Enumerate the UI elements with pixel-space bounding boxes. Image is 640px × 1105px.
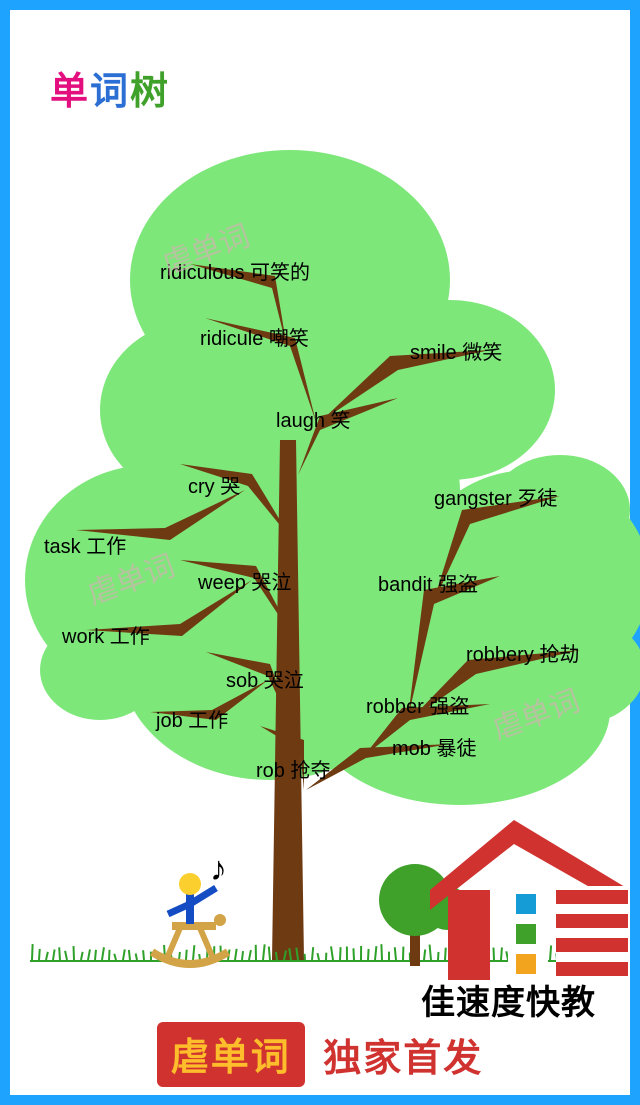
word-cry: cry 哭: [188, 470, 240, 499]
illustration-stage: [20, 20, 640, 1105]
word-robber: robber 强盗: [366, 690, 469, 719]
house-logo: [430, 820, 630, 980]
word-bandit: bandit 强盗: [378, 568, 478, 597]
word-mob: mob 暴徒: [392, 732, 476, 761]
word-task: task 工作: [44, 530, 126, 559]
word-rob: rob 抢夺: [256, 754, 330, 783]
word-ridiculous: ridiculous 可笑的: [160, 256, 310, 285]
word-work: work 工作: [62, 620, 150, 649]
word-sob: sob 哭泣: [226, 664, 304, 693]
word-job: job 工作: [156, 704, 228, 733]
poster-frame: 单词树 ridiculous 可笑的ridicule 嘲笑smile 微笑lau…: [0, 0, 640, 1105]
word-robbery: robbery 抢劫: [466, 638, 579, 667]
word-weep: weep 哭泣: [198, 566, 291, 595]
footer-rest: 独家首发: [323, 1027, 483, 1082]
word-smile: smile 微笑: [410, 336, 502, 365]
footer-badge: 虐单词: [157, 1022, 305, 1087]
word-gangster: gangster 歹徒: [434, 482, 557, 511]
word-ridicule: ridicule 嘲笑: [200, 322, 309, 351]
footer: 虐单词 独家首发: [10, 1022, 630, 1087]
tree-canopy: [25, 150, 640, 805]
music-note-icon: ♪: [210, 850, 227, 889]
brand-text: 佳速度快教: [421, 975, 596, 1024]
word-laugh: laugh 笑: [276, 404, 351, 433]
